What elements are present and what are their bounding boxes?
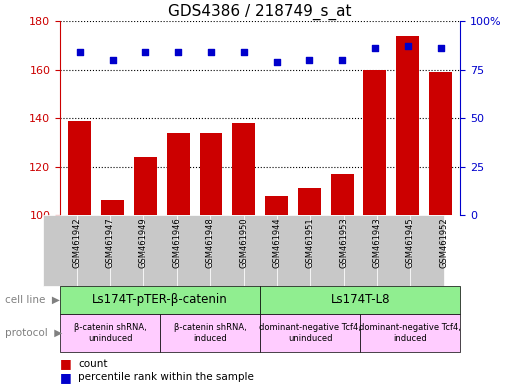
Bar [396, 36, 419, 215]
Text: GSM461950: GSM461950 [239, 217, 248, 268]
Bar [77, 215, 110, 286]
Bar [377, 215, 410, 286]
Text: Ls174T-L8: Ls174T-L8 [331, 293, 390, 306]
Text: GSM461953: GSM461953 [339, 217, 348, 268]
Text: β-catenin shRNA,
induced: β-catenin shRNA, induced [174, 323, 246, 343]
Point [141, 49, 150, 55]
Bar [167, 132, 190, 215]
Point [404, 43, 412, 50]
Bar [69, 121, 92, 215]
Text: GSM461945: GSM461945 [406, 217, 415, 268]
Text: GSM461952: GSM461952 [439, 217, 448, 268]
Bar [260, 314, 360, 352]
Text: Ls174T-pTER-β-catenin: Ls174T-pTER-β-catenin [92, 293, 228, 306]
Point [207, 49, 215, 55]
Point [108, 57, 117, 63]
Bar [134, 157, 157, 215]
Point [338, 57, 346, 63]
Bar [244, 215, 277, 286]
Text: dominant-negative Tcf4,
induced: dominant-negative Tcf4, induced [359, 323, 461, 343]
Text: GSM461949: GSM461949 [139, 217, 148, 268]
Text: GSM461943: GSM461943 [372, 217, 381, 268]
Bar [298, 189, 321, 215]
Bar [360, 314, 460, 352]
Text: GSM461948: GSM461948 [206, 217, 214, 268]
Bar [101, 200, 124, 215]
Bar [177, 215, 210, 286]
Bar [143, 215, 177, 286]
Text: protocol  ▶: protocol ▶ [5, 328, 62, 338]
Bar [60, 314, 160, 352]
Text: ■: ■ [60, 371, 72, 384]
Bar [260, 286, 460, 314]
Bar [43, 215, 77, 286]
Point [76, 49, 84, 55]
Text: GSM461951: GSM461951 [306, 217, 315, 268]
Point [305, 57, 314, 63]
Bar [232, 123, 255, 215]
Bar [344, 215, 377, 286]
Point [436, 45, 445, 51]
Bar [265, 195, 288, 215]
Text: GSM461946: GSM461946 [173, 217, 181, 268]
Bar [331, 174, 354, 215]
Bar [160, 314, 260, 352]
Text: percentile rank within the sample: percentile rank within the sample [78, 372, 254, 382]
Bar [210, 215, 244, 286]
Bar [60, 286, 260, 314]
Text: count: count [78, 359, 108, 369]
Point [240, 49, 248, 55]
Bar [363, 70, 386, 215]
Text: GSM461942: GSM461942 [72, 217, 81, 268]
Bar [410, 215, 444, 286]
Bar [310, 215, 344, 286]
Point [174, 49, 183, 55]
Point [272, 59, 281, 65]
Text: GSM461947: GSM461947 [106, 217, 115, 268]
Text: β-catenin shRNA,
uninduced: β-catenin shRNA, uninduced [74, 323, 146, 343]
Text: cell line  ▶: cell line ▶ [5, 295, 60, 305]
Text: GSM461944: GSM461944 [272, 217, 281, 268]
Title: GDS4386 / 218749_s_at: GDS4386 / 218749_s_at [168, 3, 352, 20]
Text: dominant-negative Tcf4,
uninduced: dominant-negative Tcf4, uninduced [259, 323, 361, 343]
Point [371, 45, 379, 51]
Bar [199, 132, 222, 215]
Bar [110, 215, 143, 286]
Text: ■: ■ [60, 357, 72, 370]
Bar [277, 215, 310, 286]
Bar [429, 72, 452, 215]
